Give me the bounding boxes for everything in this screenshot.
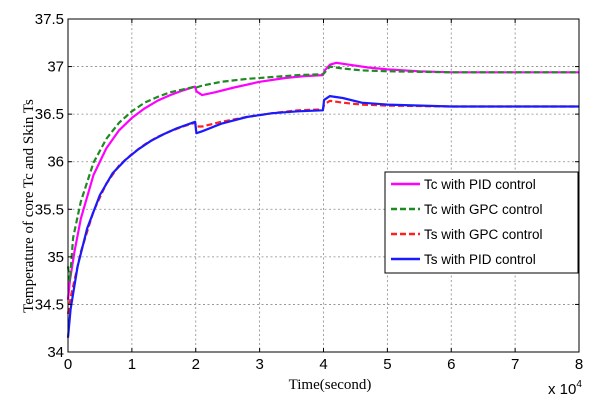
y-tick-label: 37.5	[35, 11, 64, 28]
series-line-1	[66, 61, 579, 300]
series-line-3	[66, 99, 579, 315]
x-axis-label: Time(second)	[289, 377, 372, 393]
x-tick-label: 3	[255, 356, 263, 373]
legend-entry-label: Tc with PID control	[424, 177, 536, 192]
legend-entry-label: Tc with GPC control	[424, 202, 543, 217]
y-tick-label: 37	[47, 59, 64, 76]
x-tick-label: 6	[447, 356, 455, 373]
y-tick-label: 36.5	[35, 106, 64, 123]
y-tick-label: 35	[47, 249, 64, 266]
legend: Tc with PID control Tc with GPC control Ts…	[384, 171, 579, 274]
x-tick-label: 7	[511, 356, 519, 373]
x-tick-label: 0	[64, 356, 72, 373]
legend-box	[384, 171, 579, 274]
x-tick-label: 1	[128, 356, 136, 373]
series-lines	[66, 61, 579, 338]
y-tick-label: 34.5	[35, 296, 64, 313]
series-line-4	[66, 95, 579, 338]
y-tick-label: 36	[47, 154, 64, 171]
x-axis-multiplier: x 104	[548, 379, 582, 397]
x-tick-label: 4	[319, 356, 327, 373]
y-tick-label: 35.5	[35, 201, 64, 218]
series-line-2	[66, 65, 579, 282]
legend-entry-label: Ts with GPC control	[424, 227, 543, 242]
y-axis-label: Temperature of core Tc and Skin Ts	[21, 99, 37, 313]
y-tick-label: 34	[47, 344, 64, 361]
x-tick-label: 8	[575, 356, 583, 373]
x-axis-multiplier-base: x 10	[548, 381, 576, 397]
x-tick-label: 2	[192, 356, 200, 373]
legend-entry-label: Ts with PID control	[424, 252, 536, 267]
x-axis-multiplier-exponent: 4	[576, 379, 582, 390]
x-tick-label: 5	[383, 356, 391, 373]
